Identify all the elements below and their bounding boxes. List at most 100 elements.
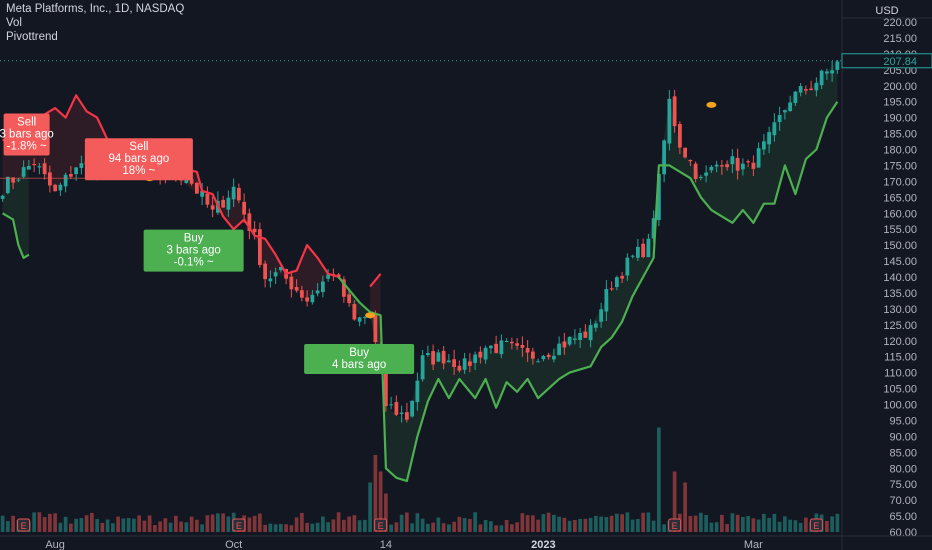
candle bbox=[63, 172, 68, 193]
candle bbox=[305, 290, 310, 307]
volume-bar bbox=[263, 524, 267, 532]
volume-bar bbox=[604, 517, 609, 532]
candle-body bbox=[777, 114, 782, 123]
candle bbox=[746, 159, 751, 167]
candle-body bbox=[688, 159, 693, 162]
candle-body bbox=[672, 96, 677, 127]
volume-indicator-label[interactable]: Vol bbox=[6, 17, 22, 29]
candle bbox=[525, 340, 530, 362]
candle bbox=[588, 319, 593, 348]
candle-body bbox=[278, 267, 283, 271]
y-tick-label: 170.00 bbox=[883, 176, 917, 188]
candle bbox=[236, 183, 241, 204]
candle bbox=[47, 165, 52, 193]
volume-bar bbox=[48, 513, 52, 532]
volume-bar bbox=[573, 520, 577, 532]
volume-bar bbox=[709, 522, 714, 532]
x-tick-label: Oct bbox=[225, 539, 242, 550]
candle-body bbox=[609, 288, 614, 290]
signal-text-line: 18% ~ bbox=[122, 165, 155, 177]
candle-body bbox=[58, 184, 63, 191]
signal-text-line: 4 bars ago bbox=[332, 359, 386, 371]
volume-bar bbox=[189, 516, 194, 532]
volume-bar bbox=[531, 515, 535, 532]
candle bbox=[289, 270, 294, 298]
candle-body bbox=[189, 179, 194, 184]
candle bbox=[326, 269, 331, 282]
candle-body bbox=[788, 102, 793, 112]
candle bbox=[399, 405, 404, 423]
currency-label: USD bbox=[875, 5, 898, 17]
volume-bar bbox=[788, 519, 792, 532]
y-tick-label: 140.00 bbox=[883, 272, 917, 284]
candle bbox=[32, 158, 37, 173]
volume-bar bbox=[557, 516, 561, 532]
candle bbox=[599, 302, 604, 328]
earnings-marker-icon bbox=[809, 518, 823, 532]
candle bbox=[798, 83, 803, 97]
candle-body bbox=[630, 255, 635, 257]
candle-body bbox=[425, 353, 430, 355]
sell-signal-box bbox=[84, 138, 193, 181]
candle bbox=[683, 147, 688, 159]
candle-body bbox=[588, 325, 593, 341]
volume-bar bbox=[142, 520, 147, 532]
x-tick-label: Aug bbox=[45, 539, 65, 550]
volume-bar bbox=[830, 516, 834, 532]
volume-bar bbox=[447, 524, 451, 532]
candle-body bbox=[536, 361, 541, 363]
volume-bar bbox=[11, 515, 15, 532]
pivottrend-indicator-label[interactable]: Pivottrend bbox=[6, 31, 58, 43]
candle-body bbox=[620, 275, 625, 279]
earnings-marker-label: E bbox=[236, 521, 242, 531]
volume-bar bbox=[625, 512, 630, 532]
candle bbox=[79, 155, 84, 175]
y-tick-label: 70.00 bbox=[889, 495, 917, 507]
candle-body bbox=[205, 193, 210, 205]
earnings-marker-icon bbox=[232, 518, 246, 532]
signal-text-line: Buy bbox=[184, 233, 204, 245]
volume-bar bbox=[615, 513, 619, 532]
candle-body bbox=[194, 182, 199, 194]
volume-bar bbox=[704, 515, 708, 532]
candle-body bbox=[725, 164, 730, 168]
earnings-marker-label: E bbox=[21, 521, 27, 531]
candle bbox=[420, 349, 425, 382]
candle bbox=[200, 182, 205, 206]
candle-body bbox=[231, 186, 236, 200]
volume-bar bbox=[730, 513, 735, 532]
candle bbox=[819, 69, 824, 89]
candle-body bbox=[79, 163, 84, 169]
candle bbox=[835, 59, 840, 74]
volume-bar bbox=[384, 493, 388, 532]
volume-bar bbox=[74, 518, 78, 532]
candle-body bbox=[305, 297, 310, 302]
candle bbox=[352, 300, 357, 321]
candle bbox=[803, 85, 808, 95]
candle-body bbox=[614, 277, 619, 287]
volume-bar bbox=[105, 519, 110, 532]
candle-body bbox=[525, 348, 530, 353]
chart-title[interactable]: Meta Platforms, Inc., 1D, NASDAQ bbox=[6, 3, 185, 15]
candle bbox=[431, 344, 436, 371]
candle-body bbox=[494, 343, 499, 353]
candle-body bbox=[677, 123, 682, 148]
volume-bar bbox=[483, 519, 488, 532]
volume-bar bbox=[567, 520, 572, 532]
candle bbox=[672, 89, 677, 133]
candle-body bbox=[68, 173, 73, 177]
y-tick-label: 160.00 bbox=[883, 208, 917, 220]
candle bbox=[425, 345, 430, 357]
candle bbox=[320, 275, 325, 298]
y-tick-label: 150.00 bbox=[883, 240, 917, 252]
volume-bar bbox=[756, 519, 761, 532]
candle-body bbox=[646, 238, 651, 258]
volume-bar bbox=[394, 522, 399, 532]
candle-body bbox=[399, 412, 404, 415]
candle-body bbox=[478, 351, 483, 358]
candle-body bbox=[530, 351, 535, 359]
